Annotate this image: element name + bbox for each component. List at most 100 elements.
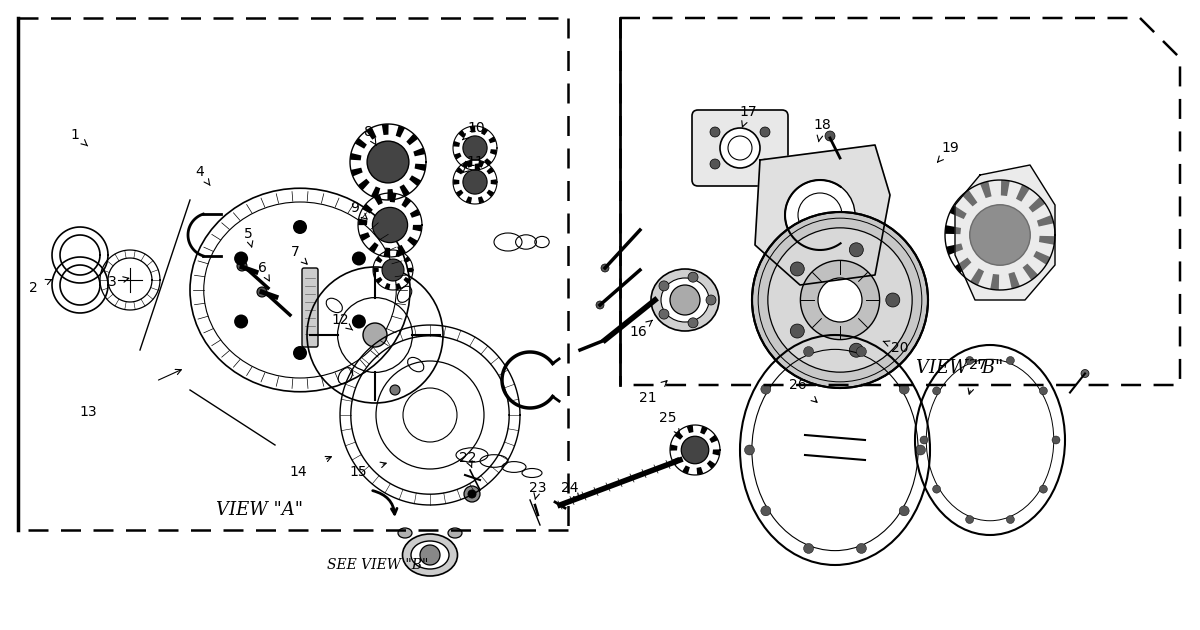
Polygon shape	[466, 161, 472, 168]
Polygon shape	[414, 164, 426, 171]
Polygon shape	[362, 203, 373, 214]
Circle shape	[352, 251, 366, 265]
Circle shape	[760, 159, 770, 169]
Circle shape	[857, 544, 866, 553]
Polygon shape	[707, 460, 715, 469]
Polygon shape	[360, 232, 370, 241]
Circle shape	[257, 287, 266, 297]
Circle shape	[372, 207, 408, 243]
Polygon shape	[376, 277, 383, 284]
Text: 20: 20	[892, 341, 908, 355]
Circle shape	[920, 436, 928, 444]
Polygon shape	[1016, 185, 1030, 202]
Circle shape	[670, 285, 700, 315]
Ellipse shape	[402, 534, 457, 576]
Circle shape	[420, 545, 440, 565]
Ellipse shape	[650, 269, 719, 331]
Polygon shape	[458, 130, 466, 138]
Ellipse shape	[448, 528, 462, 538]
Circle shape	[234, 251, 248, 265]
Polygon shape	[402, 197, 412, 208]
Text: 8: 8	[364, 125, 372, 139]
FancyBboxPatch shape	[692, 110, 788, 186]
Text: 12: 12	[331, 313, 349, 327]
Text: 11: 11	[466, 155, 484, 169]
Polygon shape	[946, 226, 961, 234]
Text: 22: 22	[460, 451, 476, 465]
Circle shape	[760, 127, 770, 137]
Polygon shape	[955, 165, 1055, 300]
Circle shape	[659, 309, 668, 319]
Polygon shape	[456, 167, 463, 175]
Circle shape	[234, 314, 248, 328]
Text: 17: 17	[739, 105, 757, 119]
Circle shape	[468, 490, 476, 498]
Circle shape	[1052, 436, 1060, 444]
Polygon shape	[403, 277, 410, 284]
Polygon shape	[454, 141, 460, 147]
Polygon shape	[374, 195, 383, 205]
Polygon shape	[486, 167, 494, 175]
Polygon shape	[456, 190, 463, 197]
Polygon shape	[755, 145, 890, 285]
Circle shape	[463, 170, 487, 194]
Polygon shape	[971, 268, 984, 285]
Polygon shape	[400, 185, 410, 197]
Polygon shape	[396, 125, 406, 137]
Circle shape	[688, 318, 698, 328]
Text: 25: 25	[659, 411, 677, 425]
Polygon shape	[388, 189, 395, 200]
Polygon shape	[454, 180, 460, 185]
Polygon shape	[371, 186, 380, 198]
Polygon shape	[1001, 180, 1009, 196]
Polygon shape	[466, 197, 472, 203]
Circle shape	[710, 159, 720, 169]
Polygon shape	[384, 283, 390, 290]
Circle shape	[1007, 357, 1014, 365]
Circle shape	[850, 343, 863, 357]
Text: VIEW "A": VIEW "A"	[216, 501, 304, 519]
Polygon shape	[413, 225, 422, 231]
Polygon shape	[384, 248, 390, 257]
Circle shape	[932, 387, 941, 395]
Polygon shape	[1008, 272, 1020, 289]
Text: 7: 7	[290, 245, 299, 259]
Circle shape	[463, 136, 487, 160]
Text: 19: 19	[941, 141, 959, 155]
Polygon shape	[490, 149, 497, 155]
FancyBboxPatch shape	[302, 268, 318, 347]
Circle shape	[791, 324, 804, 338]
Polygon shape	[1028, 197, 1045, 212]
Polygon shape	[486, 190, 494, 197]
Circle shape	[293, 346, 307, 360]
Text: 16: 16	[629, 325, 647, 339]
Circle shape	[364, 323, 386, 347]
Text: 24: 24	[562, 481, 578, 495]
Circle shape	[899, 384, 910, 394]
Polygon shape	[1039, 236, 1055, 245]
Text: 21: 21	[640, 391, 656, 405]
Polygon shape	[454, 152, 462, 159]
Circle shape	[601, 264, 610, 272]
Text: 9: 9	[350, 201, 360, 215]
Circle shape	[932, 485, 941, 493]
Text: 15: 15	[349, 465, 367, 479]
Polygon shape	[962, 190, 978, 207]
Ellipse shape	[398, 528, 412, 538]
Circle shape	[1007, 515, 1014, 524]
Polygon shape	[949, 205, 967, 219]
Polygon shape	[355, 138, 367, 149]
Text: VIEW "B": VIEW "B"	[917, 359, 1003, 377]
Text: 6: 6	[258, 261, 266, 275]
Polygon shape	[990, 274, 1000, 290]
Polygon shape	[373, 268, 379, 273]
Circle shape	[854, 255, 865, 265]
Polygon shape	[478, 161, 485, 168]
Polygon shape	[413, 147, 425, 156]
Polygon shape	[484, 158, 492, 166]
Polygon shape	[672, 457, 680, 465]
Text: 4: 4	[196, 165, 204, 179]
Circle shape	[1039, 387, 1048, 395]
Polygon shape	[686, 425, 694, 433]
Circle shape	[804, 346, 814, 357]
